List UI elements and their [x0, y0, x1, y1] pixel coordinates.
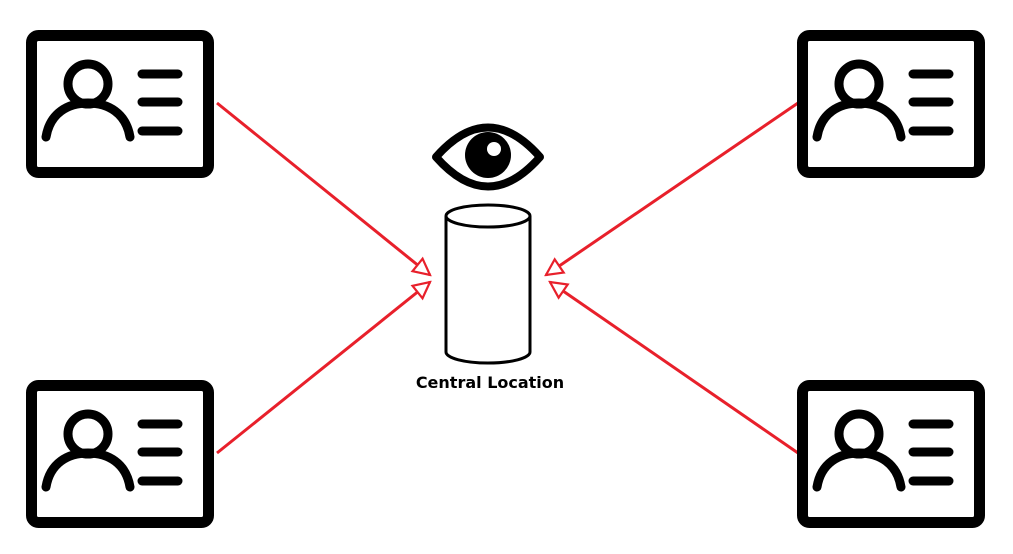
database-cylinder-icon [444, 203, 532, 365]
id-card-icon [803, 386, 980, 523]
central-location-label: Central Location [416, 373, 564, 392]
arrow-bottom-left [216, 282, 430, 455]
arrows [216, 101, 799, 455]
arrow-bottom-right [550, 282, 799, 455]
id-card-icon [32, 386, 209, 523]
arrow-top-right [546, 101, 799, 275]
id-card-icon [803, 36, 980, 173]
eye-icon [432, 123, 544, 191]
arrow-top-left [216, 101, 430, 275]
id-card-icon [32, 36, 209, 173]
